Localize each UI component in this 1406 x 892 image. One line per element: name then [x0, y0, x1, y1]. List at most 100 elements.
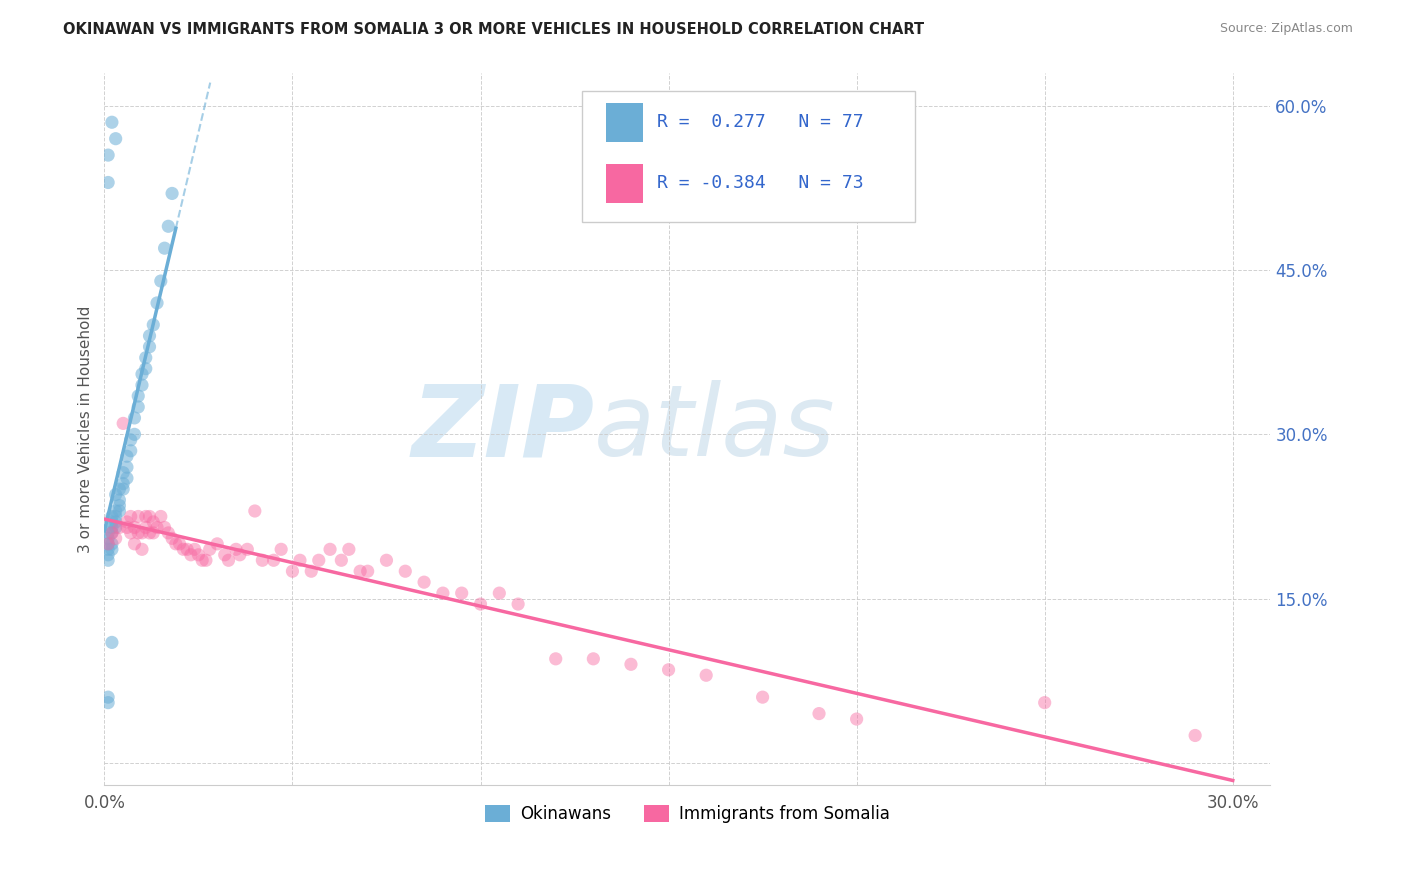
- Point: [131, 378, 153, 392]
- Point: [104, 131, 127, 145]
- Point: [108, 499, 131, 513]
- FancyBboxPatch shape: [606, 163, 643, 202]
- Point: [187, 548, 209, 562]
- Point: [97, 525, 120, 540]
- Point: [146, 520, 169, 534]
- Point: [1033, 696, 1056, 710]
- Point: [135, 351, 157, 365]
- Point: [112, 466, 135, 480]
- Point: [582, 652, 605, 666]
- Point: [104, 515, 127, 529]
- Point: [270, 542, 292, 557]
- Point: [112, 476, 135, 491]
- Point: [508, 597, 530, 611]
- FancyBboxPatch shape: [606, 103, 643, 142]
- Point: [115, 471, 138, 485]
- Point: [108, 520, 131, 534]
- Y-axis label: 3 or more Vehicles in Household: 3 or more Vehicles in Household: [79, 305, 93, 552]
- Point: [108, 504, 131, 518]
- Point: [112, 417, 135, 431]
- Point: [450, 586, 472, 600]
- Point: [104, 520, 127, 534]
- Point: [135, 520, 157, 534]
- Point: [101, 515, 124, 529]
- Point: [157, 219, 180, 234]
- Point: [330, 553, 353, 567]
- Point: [229, 548, 252, 562]
- Point: [97, 690, 120, 705]
- Point: [115, 520, 138, 534]
- Point: [127, 509, 149, 524]
- Point: [695, 668, 717, 682]
- Point: [101, 635, 124, 649]
- Point: [236, 542, 259, 557]
- Text: R = -0.384   N = 73: R = -0.384 N = 73: [657, 174, 863, 192]
- Point: [544, 652, 567, 666]
- Point: [198, 542, 221, 557]
- Point: [104, 504, 127, 518]
- Point: [131, 525, 153, 540]
- Point: [169, 537, 191, 551]
- Point: [281, 564, 304, 578]
- Point: [120, 509, 142, 524]
- Point: [488, 586, 510, 600]
- Point: [97, 548, 120, 562]
- Point: [108, 493, 131, 508]
- Point: [104, 532, 127, 546]
- Point: [112, 482, 135, 496]
- Point: [135, 509, 157, 524]
- Point: [319, 542, 342, 557]
- Point: [97, 542, 120, 557]
- Point: [751, 690, 773, 705]
- Point: [308, 553, 330, 567]
- Point: [263, 553, 285, 567]
- Point: [127, 389, 149, 403]
- Point: [153, 241, 176, 255]
- Point: [160, 532, 183, 546]
- Point: [214, 548, 236, 562]
- Point: [127, 400, 149, 414]
- Point: [104, 487, 127, 501]
- Point: [432, 586, 454, 600]
- Point: [115, 515, 138, 529]
- Text: atlas: atlas: [595, 380, 835, 477]
- Point: [356, 564, 378, 578]
- Point: [146, 296, 169, 310]
- Point: [138, 328, 160, 343]
- Point: [142, 515, 165, 529]
- Point: [288, 553, 311, 567]
- Point: [138, 340, 160, 354]
- Point: [135, 361, 157, 376]
- FancyBboxPatch shape: [582, 91, 915, 222]
- Point: [394, 564, 416, 578]
- Point: [149, 509, 172, 524]
- Point: [808, 706, 831, 721]
- Point: [97, 537, 120, 551]
- Point: [142, 525, 165, 540]
- Point: [101, 542, 124, 557]
- Point: [97, 696, 120, 710]
- Point: [131, 542, 153, 557]
- Point: [337, 542, 360, 557]
- Point: [124, 537, 146, 551]
- Point: [108, 482, 131, 496]
- Point: [658, 663, 681, 677]
- Text: R =  0.277   N = 77: R = 0.277 N = 77: [657, 113, 863, 131]
- Point: [205, 537, 228, 551]
- Point: [225, 542, 247, 557]
- Point: [845, 712, 868, 726]
- Point: [620, 657, 643, 672]
- Point: [194, 553, 217, 567]
- Point: [97, 148, 120, 162]
- Point: [157, 525, 180, 540]
- Point: [165, 537, 187, 551]
- Point: [176, 542, 198, 557]
- Point: [97, 176, 120, 190]
- Point: [191, 553, 214, 567]
- Point: [243, 504, 266, 518]
- Point: [252, 553, 274, 567]
- Point: [127, 525, 149, 540]
- Point: [138, 509, 160, 524]
- Point: [120, 443, 142, 458]
- Point: [101, 525, 124, 540]
